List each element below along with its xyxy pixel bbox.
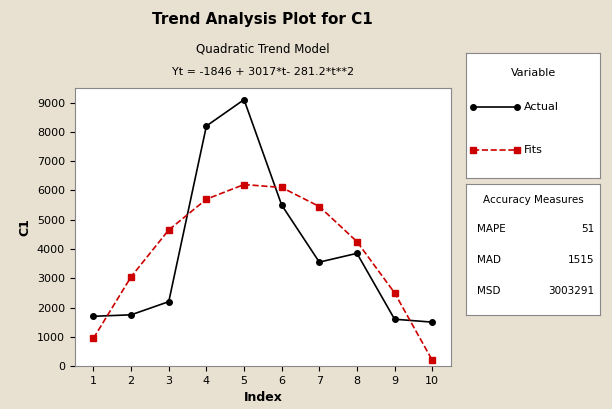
Text: Variable: Variable [510,68,556,78]
Text: Trend Analysis Plot for C1: Trend Analysis Plot for C1 [152,12,373,27]
Y-axis label: C1: C1 [18,218,31,236]
Text: MAD: MAD [477,255,501,265]
Text: 1515: 1515 [568,255,594,265]
Text: Quadratic Trend Model: Quadratic Trend Model [196,43,330,56]
Text: Fits: Fits [524,146,543,155]
Text: Yt = -1846 + 3017*t- 281.2*t**2: Yt = -1846 + 3017*t- 281.2*t**2 [172,67,354,77]
X-axis label: Index: Index [244,391,282,405]
Text: Accuracy Measures: Accuracy Measures [483,195,583,204]
Text: MAPE: MAPE [477,224,506,234]
Text: 3003291: 3003291 [548,286,594,297]
Text: MSD: MSD [477,286,501,297]
Text: 51: 51 [581,224,594,234]
Text: Actual: Actual [524,102,559,112]
